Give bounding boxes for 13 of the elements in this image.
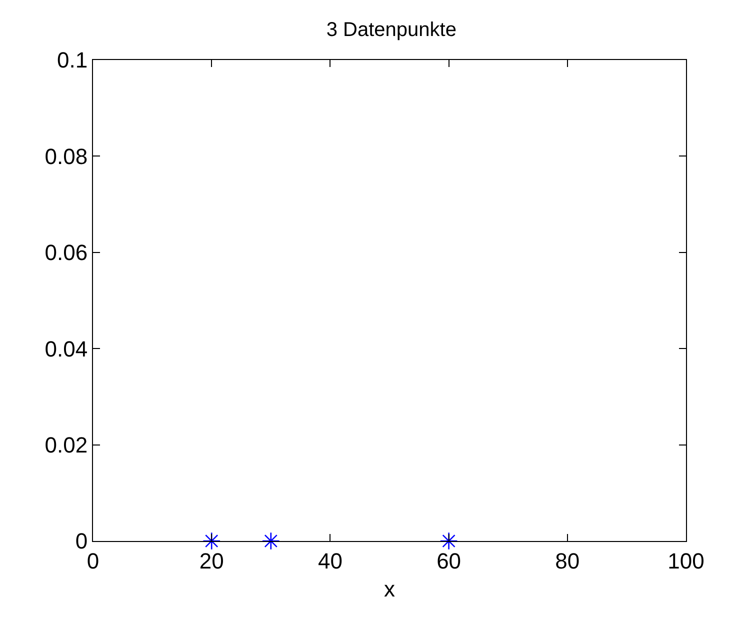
y-tick-label: 0.02 [44,432,88,458]
x-tick-label: 100 [668,548,704,574]
y-tick-label: 0.06 [44,240,88,266]
x-tick-label: 80 [555,548,580,574]
y-tick-label: 0.08 [44,144,88,169]
y-tick-label: 0.04 [44,336,88,362]
x-axis-title: x [384,576,395,602]
chart-title: 3 Datenpunkte [326,19,456,42]
y-tick-label: 0 [75,528,88,554]
x-tick-label: 60 [436,548,462,574]
y-tick-label: 0.1 [57,48,88,73]
x-tick-label: 20 [199,548,224,574]
x-tick-label: 40 [318,548,342,574]
